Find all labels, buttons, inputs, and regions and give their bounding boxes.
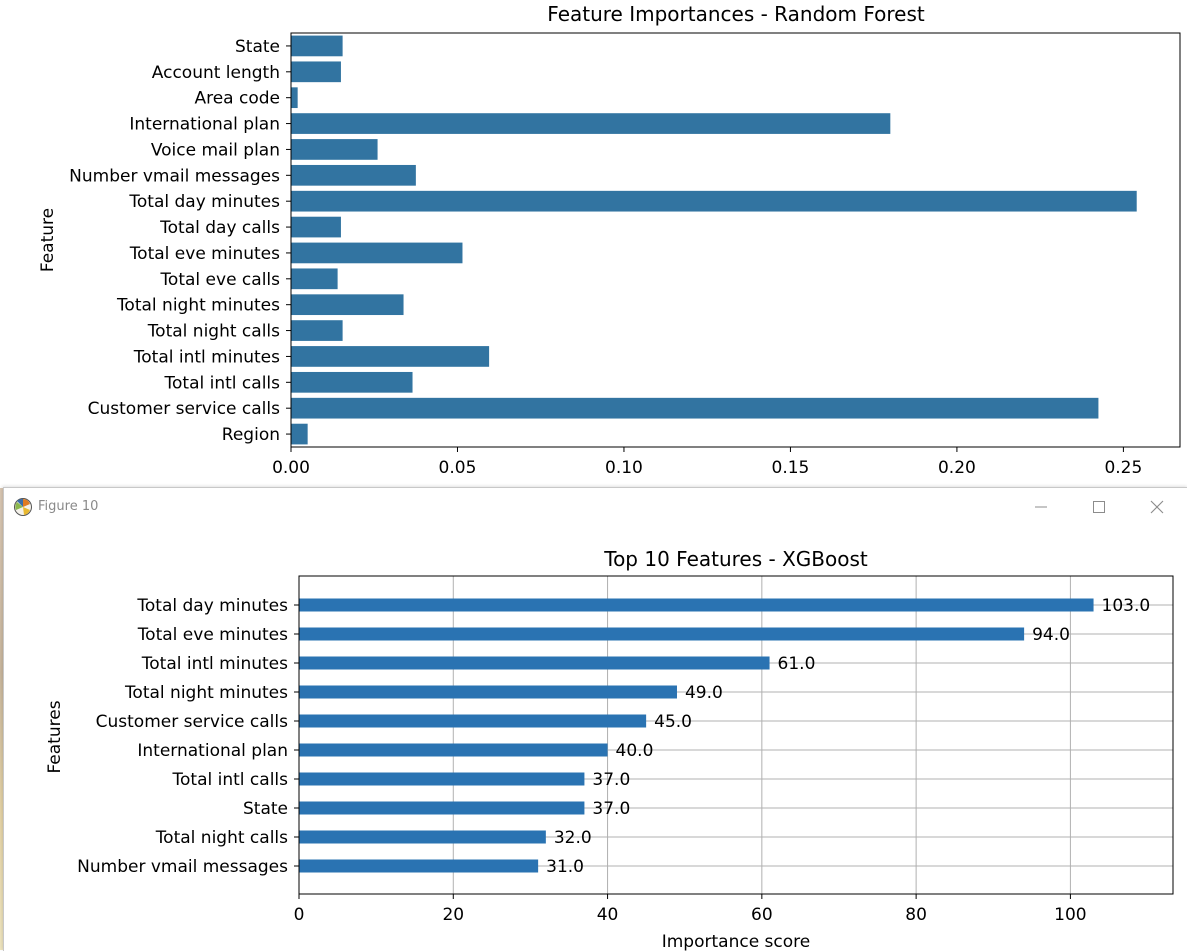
rf-y-tick-label: Area code: [194, 89, 280, 109]
rf-x-tick-label: 0.15: [772, 458, 810, 478]
xgb-value-label: 45.0: [654, 712, 692, 732]
xgb-bar: [299, 772, 585, 786]
xgb-y-tick-label: Total night minutes: [124, 683, 288, 703]
rf-bar: [291, 87, 298, 109]
rf-x-tick-label: 0.20: [938, 458, 976, 478]
rf-bar: [291, 397, 1099, 419]
xgb-value-label: 37.0: [592, 799, 630, 819]
xgb-bar: [299, 685, 677, 699]
rf-x-tick-label: 0.05: [439, 458, 477, 478]
xgb-y-tick-label: Customer service calls: [96, 712, 288, 732]
rf-y-tick-label: Total intl calls: [164, 373, 281, 393]
rf-bar: [291, 190, 1137, 212]
xgb-value-label: 32.0: [554, 828, 592, 848]
xgb-value-label: 37.0: [592, 770, 630, 790]
xgb-value-label: 61.0: [778, 654, 816, 674]
rf-bar: [291, 320, 343, 341]
window-title: Figure 10: [38, 499, 99, 514]
xgb-x-tick-label: 40: [597, 905, 619, 925]
maximize-button[interactable]: [1070, 488, 1128, 526]
xgb-x-tick-label: 60: [751, 905, 773, 925]
maximize-icon: [1093, 501, 1105, 513]
rf-y-tick-label: Total night calls: [147, 322, 280, 342]
rf-bar: [291, 423, 308, 445]
rf-y-tick-label: Total eve minutes: [129, 244, 280, 264]
xgb-bar: [299, 627, 1025, 641]
rf-bar: [291, 139, 378, 160]
rf-y-tick-label: Total night minutes: [116, 296, 280, 316]
rf-y-tick-label: Customer service calls: [88, 399, 280, 419]
rf-x-tick-label: 0.10: [605, 458, 643, 478]
xgb-y-tick-label: Number vmail messages: [77, 857, 288, 877]
xgb-x-tick-label: 0: [294, 905, 305, 925]
minimize-button[interactable]: [1012, 488, 1070, 526]
xgb-bar: [299, 743, 608, 757]
rf-x-tick-label: 0.25: [1104, 458, 1142, 478]
rf-y-tick-label: International plan: [129, 115, 280, 135]
xgb-y-axis-label: Features: [45, 700, 65, 773]
xgb-x-tick-label: 100: [1054, 905, 1086, 925]
rf-y-tick-label: Total day calls: [159, 218, 280, 238]
rf-bar: [291, 371, 413, 393]
xgb-value-label: 40.0: [616, 741, 654, 761]
xgb-bar: [299, 830, 546, 844]
xgb-value-label: 94.0: [1032, 625, 1070, 645]
rf-y-axis-label: Feature: [38, 208, 58, 272]
rf-bar: [291, 268, 338, 290]
rf-plot-frame: [290, 32, 1181, 448]
rf-y-tick-label: Total eve calls: [159, 270, 280, 290]
xgb-x-axis-label: Importance score: [662, 932, 811, 951]
rf-y-tick-label: Number vmail messages: [69, 166, 280, 186]
rf-y-tick-label: State: [235, 37, 280, 57]
xgb-bar: [299, 801, 585, 815]
xgboost-chart: Top 10 Features - XGBoost Features Impor…: [45, 547, 1174, 951]
rf-bar: [291, 242, 463, 264]
minimize-icon: [1035, 506, 1047, 508]
xgb-plot-frame: [298, 575, 1174, 895]
xgb-bar: [299, 598, 1094, 612]
xgb-value-label: 49.0: [685, 683, 723, 703]
xgb-x-tick-label: 80: [905, 905, 927, 925]
xgb-y-tick-label: Total eve minutes: [137, 625, 288, 645]
rf-bar: [291, 294, 404, 316]
xgb-y-tick-label: Total intl minutes: [141, 654, 288, 674]
close-button[interactable]: [1128, 488, 1186, 526]
xgb-value-label: 31.0: [546, 857, 584, 877]
xgb-bar: [299, 859, 539, 873]
figure-window: Figure 10 Top 10 Features - XGBoost Feat…: [3, 487, 1187, 951]
rf-x-tick-label: 0.00: [272, 458, 310, 478]
rf-bar: [291, 346, 490, 367]
matplotlib-app-icon: [14, 498, 32, 516]
xgb-chart-title: Top 10 Features - XGBoost: [603, 547, 868, 571]
rf-y-tick-label: Account length: [152, 63, 280, 83]
rf-chart-title: Feature Importances - Random Forest: [547, 2, 925, 26]
xgb-value-label: 103.0: [1102, 596, 1151, 616]
window-titlebar[interactable]: Figure 10: [4, 488, 1187, 526]
xgb-y-tick-label: Total night calls: [155, 828, 288, 848]
rf-y-tick-label: Voice mail plan: [151, 140, 280, 160]
xgb-y-tick-label: State: [243, 799, 288, 819]
rf-y-tick-label: Total day minutes: [128, 192, 280, 212]
close-icon: [1150, 500, 1164, 514]
rf-bar: [291, 164, 416, 186]
rf-bar: [291, 113, 891, 134]
xgb-bar: [299, 656, 770, 670]
xgb-y-tick-label: International plan: [137, 741, 288, 761]
rf-bar: [291, 61, 341, 83]
xgb-y-tick-label: Total day minutes: [136, 596, 288, 616]
rf-y-tick-label: Region: [222, 425, 280, 445]
random-forest-chart: Feature Importances - Random Forest Feat…: [38, 2, 1181, 478]
rf-y-tick-label: Total intl minutes: [133, 347, 280, 367]
rf-bar: [291, 35, 343, 57]
xgb-y-tick-label: Total intl calls: [172, 770, 289, 790]
xgb-x-tick-label: 20: [442, 905, 464, 925]
xgb-bar: [299, 714, 647, 728]
rf-bar: [291, 216, 341, 238]
